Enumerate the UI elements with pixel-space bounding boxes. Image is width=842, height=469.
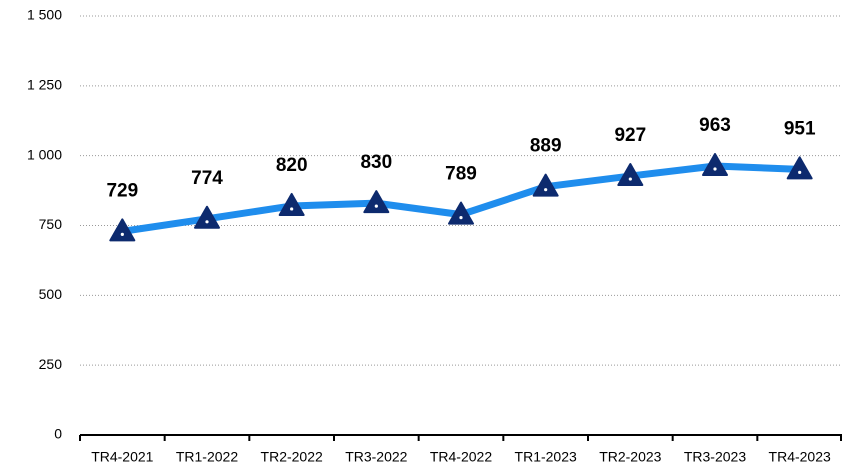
y-tick-label: 1 500 (27, 7, 62, 23)
marker-center (205, 220, 209, 224)
marker (278, 192, 305, 216)
y-tick-label: 500 (39, 286, 63, 302)
marker-center (374, 204, 378, 208)
marker (702, 153, 728, 177)
value-label: 830 (360, 152, 392, 173)
x-tick-label: TR2-2023 (599, 449, 661, 465)
value-label: 963 (699, 115, 731, 136)
x-tick-label: TR1-2023 (515, 449, 577, 465)
x-tick-label: TR4-2021 (91, 449, 153, 465)
x-tick-label: TR4-2023 (769, 449, 831, 465)
x-tick-label: TR2-2022 (261, 449, 323, 465)
y-tick-label: 0 (54, 426, 62, 442)
value-label: 820 (276, 155, 308, 176)
marker-center (713, 167, 717, 171)
marker-center (120, 232, 124, 236)
value-label: 774 (191, 168, 223, 189)
x-tick-label: TR3-2023 (684, 449, 746, 465)
x-tick-label: TR3-2022 (345, 449, 407, 465)
marker-center (290, 207, 294, 211)
marker-center (544, 188, 548, 192)
y-tick-label: 250 (39, 356, 63, 372)
value-label: 889 (530, 136, 562, 157)
marker (363, 190, 390, 214)
marker (532, 173, 559, 197)
y-tick-label: 1 250 (27, 77, 62, 93)
value-label: 951 (784, 118, 816, 139)
value-label: 927 (614, 125, 646, 146)
value-label: 729 (106, 180, 138, 201)
value-label: 789 (445, 164, 477, 185)
marker (448, 201, 474, 225)
marker (109, 218, 136, 242)
marker (617, 163, 644, 187)
marker (786, 156, 813, 180)
x-tick-label: TR1-2022 (176, 449, 238, 465)
marker (194, 205, 220, 229)
marker-center (798, 170, 802, 174)
marker-center (628, 177, 632, 181)
y-tick-label: 750 (39, 216, 63, 232)
x-tick-label: TR4-2022 (430, 449, 492, 465)
y-tick-label: 1 000 (27, 146, 62, 162)
marker-center (459, 216, 463, 220)
